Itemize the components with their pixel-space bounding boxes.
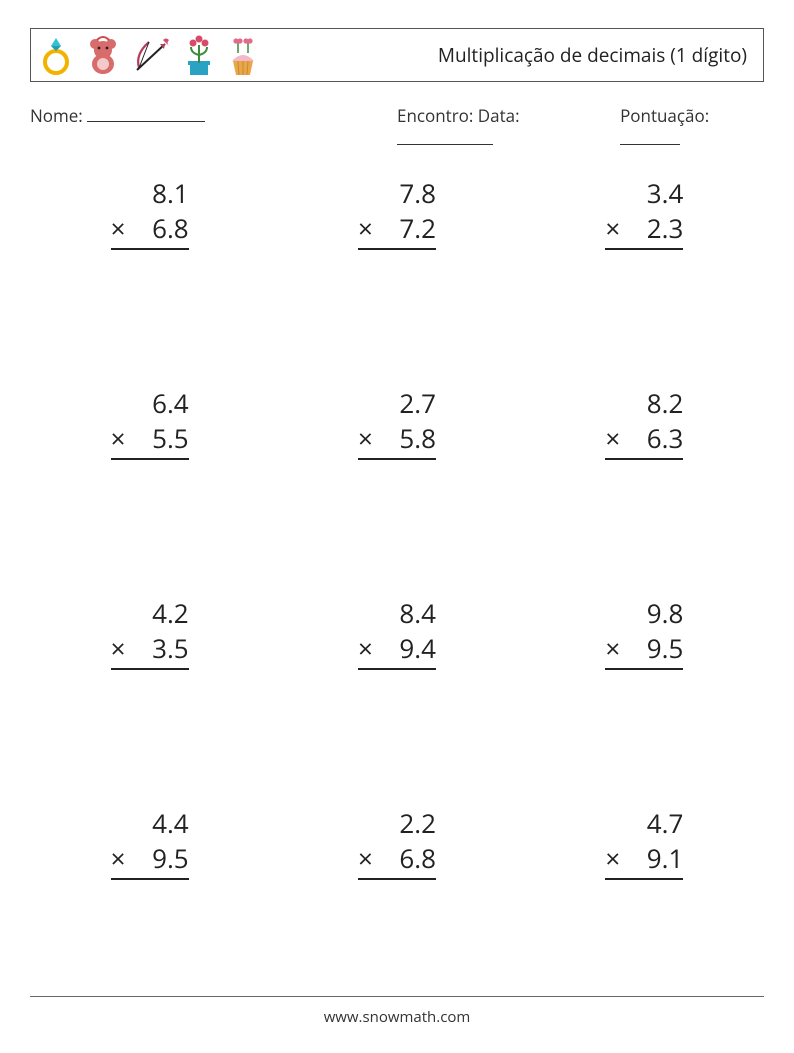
operator: ×	[605, 631, 627, 666]
operand-a: 8.1	[133, 176, 189, 211]
bow-arrow-icon	[131, 34, 173, 76]
meta-row: Nome: Encontro: Data: Pontuação:	[30, 104, 764, 150]
operand-b: 6.8	[380, 841, 436, 876]
name-blank	[87, 104, 205, 122]
operand-b: 2.3	[627, 211, 683, 246]
problem-stack: 8.2×6.3	[605, 386, 683, 460]
score-label: Pontuação:	[620, 104, 709, 127]
problem-stack: 7.8×7.2	[358, 176, 436, 250]
operand-b: 3.5	[133, 631, 189, 666]
operand-a: 2.7	[380, 386, 436, 421]
problem-10: 4.4×9.5	[36, 800, 263, 1000]
flower-pot-icon	[181, 33, 217, 77]
problem-rule	[605, 458, 683, 460]
operand-b: 9.5	[133, 841, 189, 876]
problem-stack: 4.2×3.5	[111, 596, 189, 670]
operand-b: 5.5	[133, 421, 189, 456]
operator: ×	[111, 631, 133, 666]
problems-grid: 8.1×6.87.8×7.23.4×2.36.4×5.52.7×5.88.2×6…	[30, 170, 764, 1000]
operator: ×	[358, 841, 380, 876]
operand-a: 8.4	[380, 596, 436, 631]
footer-text: www.snowmath.com	[0, 1007, 794, 1027]
operand-a: 7.8	[380, 176, 436, 211]
header-box: Multiplicação de decimais (1 dígito)	[30, 28, 764, 82]
operand-b: 6.3	[627, 421, 683, 456]
operand-a: 8.2	[627, 386, 683, 421]
operator: ×	[358, 631, 380, 666]
meta-score: Pontuação:	[620, 104, 764, 150]
bear-icon	[83, 34, 123, 76]
operand-b: 6.8	[133, 211, 189, 246]
operator: ×	[111, 421, 133, 456]
problem-6: 8.2×6.3	[531, 380, 758, 580]
problem-8: 8.4×9.4	[283, 590, 510, 790]
encounter-label: Encontro: Data:	[397, 104, 520, 127]
problem-stack: 9.8×9.5	[605, 596, 683, 670]
operator: ×	[358, 421, 380, 456]
ring-icon	[37, 34, 75, 76]
problem-rule	[358, 458, 436, 460]
problem-11: 2.2×6.8	[283, 800, 510, 1000]
problem-stack: 8.1×6.8	[111, 176, 189, 250]
operand-b: 5.8	[380, 421, 436, 456]
operand-a: 6.4	[133, 386, 189, 421]
problem-stack: 4.7×9.1	[605, 806, 683, 880]
operator: ×	[111, 841, 133, 876]
footer-divider	[30, 996, 764, 997]
problem-stack: 4.4×9.5	[111, 806, 189, 880]
operand-b: 9.1	[627, 841, 683, 876]
operand-b: 9.5	[627, 631, 683, 666]
problem-stack: 3.4×2.3	[605, 176, 683, 250]
problem-rule	[605, 248, 683, 250]
cupcake-icon	[225, 33, 261, 77]
operator: ×	[605, 421, 627, 456]
operand-a: 4.4	[133, 806, 189, 841]
problem-rule	[111, 668, 189, 670]
operator: ×	[358, 211, 380, 246]
problem-9: 9.8×9.5	[531, 590, 758, 790]
problem-stack: 8.4×9.4	[358, 596, 436, 670]
problem-stack: 6.4×5.5	[111, 386, 189, 460]
operand-a: 4.7	[627, 806, 683, 841]
operand-a: 4.2	[133, 596, 189, 631]
date-blank	[397, 127, 493, 145]
problem-rule	[605, 878, 683, 880]
worksheet-title: Multiplicação de decimais (1 dígito)	[438, 42, 753, 68]
problem-stack: 2.7×5.8	[358, 386, 436, 460]
worksheet-page: Multiplicação de decimais (1 dígito) Nom…	[0, 0, 794, 1053]
problem-5: 2.7×5.8	[283, 380, 510, 580]
problem-rule	[358, 878, 436, 880]
problem-12: 4.7×9.1	[531, 800, 758, 1000]
operand-a: 3.4	[627, 176, 683, 211]
problem-7: 4.2×3.5	[36, 590, 263, 790]
operator: ×	[605, 841, 627, 876]
problem-rule	[111, 248, 189, 250]
problem-rule	[605, 668, 683, 670]
operator: ×	[605, 211, 627, 246]
problem-2: 7.8×7.2	[283, 170, 510, 370]
problem-1: 8.1×6.8	[36, 170, 263, 370]
problem-rule	[111, 878, 189, 880]
problem-stack: 2.2×6.8	[358, 806, 436, 880]
problem-3: 3.4×2.3	[531, 170, 758, 370]
name-label: Nome:	[30, 104, 83, 127]
operator: ×	[111, 211, 133, 246]
meta-date: Encontro: Data:	[397, 104, 606, 150]
score-blank	[620, 127, 680, 145]
operand-a: 9.8	[627, 596, 683, 631]
meta-name: Nome:	[30, 104, 397, 150]
operand-b: 9.4	[380, 631, 436, 666]
problem-rule	[358, 668, 436, 670]
problem-rule	[111, 458, 189, 460]
header-icons	[37, 33, 261, 77]
operand-a: 2.2	[380, 806, 436, 841]
problem-4: 6.4×5.5	[36, 380, 263, 580]
operand-b: 7.2	[380, 211, 436, 246]
problem-rule	[358, 248, 436, 250]
